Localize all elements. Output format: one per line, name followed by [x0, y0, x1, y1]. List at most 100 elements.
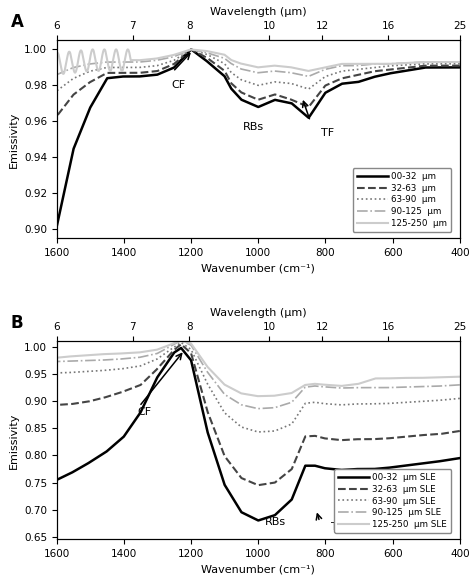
63-90  μm SLE	[86, 368, 92, 375]
90-125  μm	[284, 69, 290, 76]
32-63  μm SLE	[86, 398, 92, 405]
Text: CF: CF	[171, 80, 185, 90]
00-32  μm	[457, 64, 463, 71]
Line: 00-32  μm SLE: 00-32 μm SLE	[57, 348, 460, 520]
32-63  μm SLE	[255, 482, 261, 489]
90-125  μm	[164, 55, 170, 62]
X-axis label: Wavenumber (cm⁻¹): Wavenumber (cm⁻¹)	[201, 264, 315, 273]
00-32  μm SLE	[86, 459, 92, 466]
63-90  μm SLE	[178, 339, 184, 346]
90-125  μm SLE	[288, 399, 293, 406]
125-250  μm	[265, 63, 271, 70]
Text: CF: CF	[137, 407, 152, 417]
32-63  μm SLE	[457, 428, 463, 434]
63-90  μm SLE	[284, 422, 290, 429]
125-250  μm SLE	[66, 353, 72, 360]
63-90  μm SLE	[54, 369, 60, 376]
63-90  μm	[457, 61, 463, 68]
00-32  μm SLE	[255, 517, 261, 524]
125-250  μm SLE	[164, 343, 170, 350]
125-250  μm SLE	[265, 392, 271, 399]
90-125  μm	[54, 71, 60, 78]
125-250  μm	[288, 64, 293, 71]
125-250  μm SLE	[86, 351, 92, 358]
63-90  μm	[66, 78, 72, 85]
125-250  μm	[86, 60, 92, 67]
Line: 32-63  μm SLE: 32-63 μm SLE	[57, 344, 460, 485]
125-250  μm	[61, 70, 66, 77]
00-32  μm SLE	[66, 470, 72, 477]
125-250  μm	[457, 58, 463, 65]
63-90  μm SLE	[265, 428, 271, 435]
63-90  μm	[265, 80, 271, 87]
Text: TF: TF	[330, 522, 344, 532]
00-32  μm SLE	[457, 455, 463, 462]
125-250  μm SLE	[255, 393, 261, 400]
00-32  μm	[86, 107, 92, 114]
00-32  μm	[164, 67, 170, 74]
125-250  μm SLE	[178, 337, 184, 344]
Text: B: B	[10, 314, 23, 332]
Text: RBs: RBs	[265, 517, 286, 527]
90-125  μm SLE	[66, 358, 72, 365]
125-250  μm	[284, 63, 290, 70]
32-63  μm SLE	[288, 467, 293, 474]
63-90  μm	[288, 80, 293, 87]
32-63  μm SLE	[66, 400, 72, 407]
90-125  μm SLE	[54, 358, 60, 365]
00-32  μm SLE	[284, 500, 290, 507]
Text: TF: TF	[321, 128, 335, 138]
00-32  μm	[265, 99, 271, 106]
125-250  μm	[54, 50, 60, 57]
90-125  μm SLE	[255, 405, 261, 412]
32-63  μm	[54, 113, 60, 119]
63-90  μm	[86, 68, 92, 75]
Line: 63-90  μm: 63-90 μm	[57, 50, 460, 91]
63-90  μm	[188, 46, 194, 53]
90-125  μm SLE	[86, 357, 92, 364]
32-63  μm	[265, 93, 271, 100]
32-63  μm	[86, 79, 92, 86]
125-250  μm SLE	[457, 373, 463, 380]
00-32  μm	[284, 99, 290, 106]
63-90  μm	[54, 87, 60, 94]
63-90  μm SLE	[164, 349, 170, 355]
90-125  μm SLE	[178, 337, 184, 344]
32-63  μm	[66, 97, 72, 104]
90-125  μm SLE	[284, 400, 290, 407]
00-32  μm	[288, 100, 293, 107]
90-125  μm	[86, 61, 92, 68]
125-250  μm	[164, 53, 170, 60]
90-125  μm SLE	[164, 345, 170, 352]
Text: A: A	[10, 13, 23, 31]
32-63  μm	[188, 46, 194, 53]
90-125  μm	[457, 58, 463, 65]
63-90  μm	[164, 59, 170, 66]
125-250  μm SLE	[288, 389, 293, 396]
63-90  μm SLE	[457, 395, 463, 402]
00-32  μm SLE	[178, 344, 184, 351]
00-32  μm	[188, 46, 194, 53]
Line: 90-125  μm SLE: 90-125 μm SLE	[57, 340, 460, 409]
32-63  μm SLE	[164, 355, 170, 362]
63-90  μm	[284, 80, 290, 87]
00-32  μm	[54, 222, 60, 229]
90-125  μm	[306, 73, 311, 80]
63-90  μm SLE	[288, 421, 293, 428]
X-axis label: Wavenumber (cm⁻¹): Wavenumber (cm⁻¹)	[201, 565, 315, 575]
90-125  μm	[188, 46, 194, 53]
90-125  μm SLE	[457, 381, 463, 388]
Line: 00-32  μm: 00-32 μm	[57, 50, 460, 226]
Line: 125-250  μm: 125-250 μm	[57, 50, 460, 74]
90-125  μm	[288, 69, 293, 76]
00-32  μm SLE	[54, 477, 60, 484]
125-250  μm	[66, 48, 72, 55]
Legend: 00-32  μm, 32-63  μm, 63-90  μm, 90-125  μm, 125-250  μm: 00-32 μm, 32-63 μm, 63-90 μm, 90-125 μm,…	[353, 168, 451, 232]
32-63  μm	[164, 63, 170, 70]
32-63  μm SLE	[265, 480, 271, 487]
125-250  μm SLE	[284, 390, 290, 397]
90-125  μm	[265, 68, 271, 75]
63-90  μm SLE	[66, 369, 72, 376]
125-250  μm	[188, 46, 194, 53]
32-63  μm SLE	[178, 340, 184, 347]
